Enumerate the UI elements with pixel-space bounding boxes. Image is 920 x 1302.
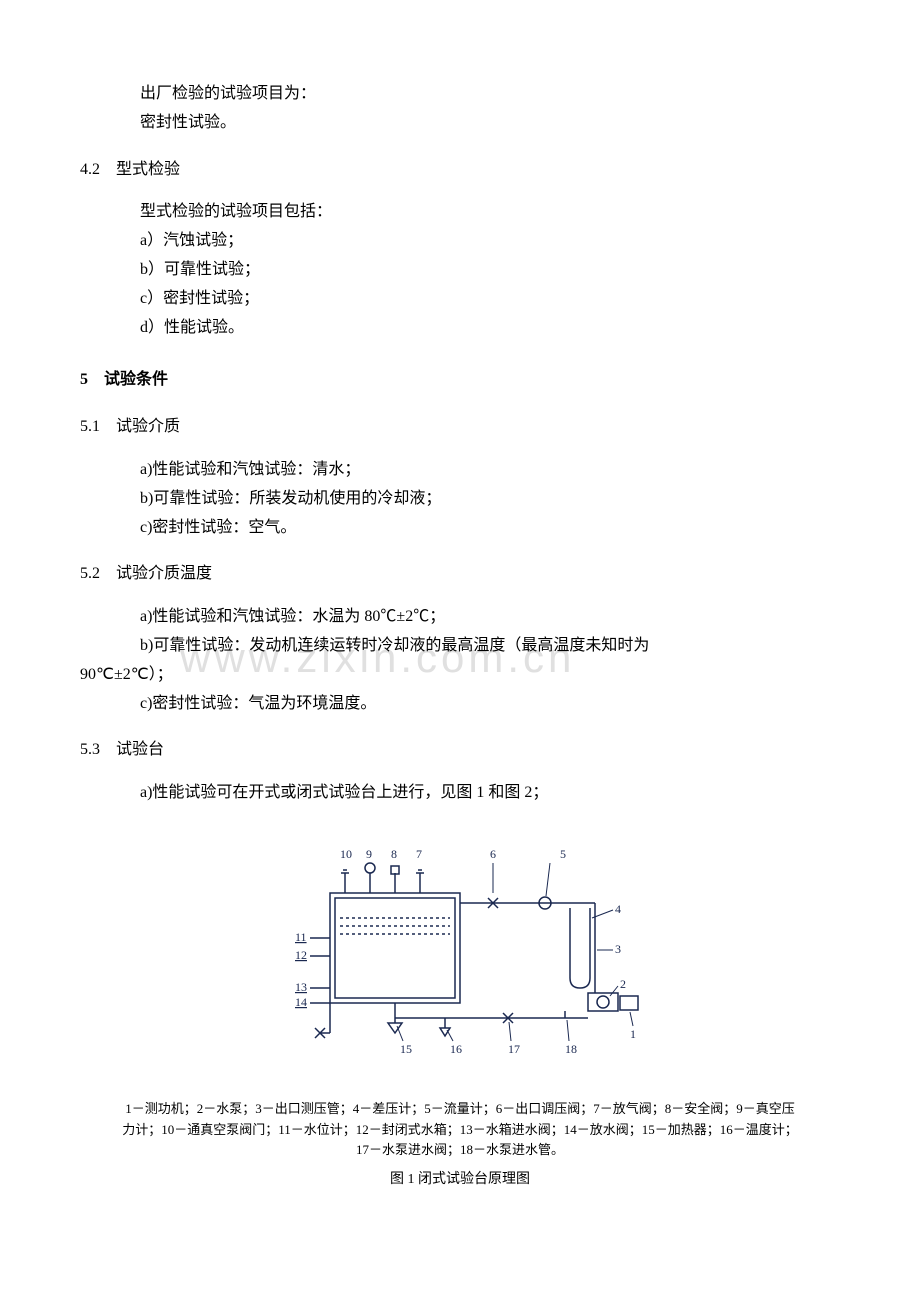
fig-label-12: 12: [295, 948, 307, 962]
section-5-1-item-c: c)密封性试验：空气。: [140, 514, 840, 543]
fig-label-7: 7: [416, 847, 422, 861]
section-5-1-item-a: a)性能试验和汽蚀试验：清水；: [140, 456, 840, 485]
section-5-2-number: 5.2: [80, 565, 100, 582]
fig-label-14: 14: [295, 995, 307, 1009]
section-5-2-heading: 5.2 试验介质温度: [80, 560, 840, 589]
section-5-1-title: 试验介质: [116, 418, 180, 435]
fig-label-9: 9: [366, 847, 372, 861]
figure-1-caption: 1－测功机；2－水泵；3－出口测压管；4－差压计；5－流量计；6－出口调压阀；7…: [80, 1099, 840, 1161]
section-4-2-item-c: c）密封性试验；: [140, 285, 840, 314]
figure-1-title: 图 1 闭式试验台原理图: [80, 1167, 840, 1192]
section-5-3-number: 5.3: [80, 741, 100, 758]
section-5-2-title: 试验介质温度: [116, 565, 212, 582]
fig-label-5: 5: [560, 847, 566, 861]
section-5-3-title: 试验台: [116, 741, 164, 758]
figure-1-diagram: 10 9 8 7 6 5 4 3 2 11 12 13 14 15 16 17: [270, 838, 650, 1068]
fig-label-10: 10: [340, 847, 352, 861]
intro-line-1: 出厂检验的试验项目为：: [140, 80, 840, 109]
fig-label-3: 3: [615, 942, 621, 956]
fig-label-6: 6: [490, 847, 496, 861]
section-4-2-title: 型式检验: [116, 161, 180, 178]
section-5-3-heading: 5.3 试验台: [80, 736, 840, 765]
figure-1-container: 10 9 8 7 6 5 4 3 2 11 12 13 14 15 16 17: [80, 838, 840, 1079]
section-5-1-number: 5.1: [80, 418, 100, 435]
section-4-2-number: 4.2: [80, 161, 100, 178]
section-5-heading: 5 试验条件: [80, 366, 840, 395]
section-5-1-heading: 5.1 试验介质: [80, 413, 840, 442]
section-5-3-item-a: a)性能试验可在开式或闭式试验台上进行，见图 1 和图 2；: [140, 779, 840, 808]
section-4-2-item-a: a）汽蚀试验；: [140, 227, 840, 256]
section-4-2-item-d: d）性能试验。: [140, 314, 840, 343]
fig-label-4: 4: [615, 902, 621, 916]
section-4-2-intro: 型式检验的试验项目包括：: [140, 198, 840, 227]
intro-line-2: 密封性试验。: [140, 109, 840, 138]
fig-label-15: 15: [400, 1042, 412, 1056]
fig-label-13: 13: [295, 980, 307, 994]
section-4-2-item-b: b）可靠性试验；: [140, 256, 840, 285]
fig-label-18: 18: [565, 1042, 577, 1056]
section-5-1-item-b: b)可靠性试验：所装发动机使用的冷却液；: [140, 485, 840, 514]
fig-label-17: 17: [508, 1042, 520, 1056]
fig-label-1: 1: [630, 1027, 636, 1041]
section-5-title: 试验条件: [104, 371, 168, 388]
section-5-number: 5: [80, 371, 88, 388]
fig-label-8: 8: [391, 847, 397, 861]
section-5-2-item-b-cont: 90℃±2℃）；: [80, 661, 840, 690]
section-5-2-item-b: b)可靠性试验：发动机连续运转时冷却液的最高温度（最高温度未知时为: [140, 632, 840, 661]
fig-label-11: 11: [295, 930, 307, 944]
fig-label-2: 2: [620, 977, 626, 991]
section-5-2-item-c: c)密封性试验：气温为环境温度。: [140, 690, 840, 719]
section-4-2-heading: 4.2 型式检验: [80, 156, 840, 185]
fig-label-16: 16: [450, 1042, 462, 1056]
section-5-2-item-a: a)性能试验和汽蚀试验：水温为 80℃±2℃；: [140, 603, 840, 632]
